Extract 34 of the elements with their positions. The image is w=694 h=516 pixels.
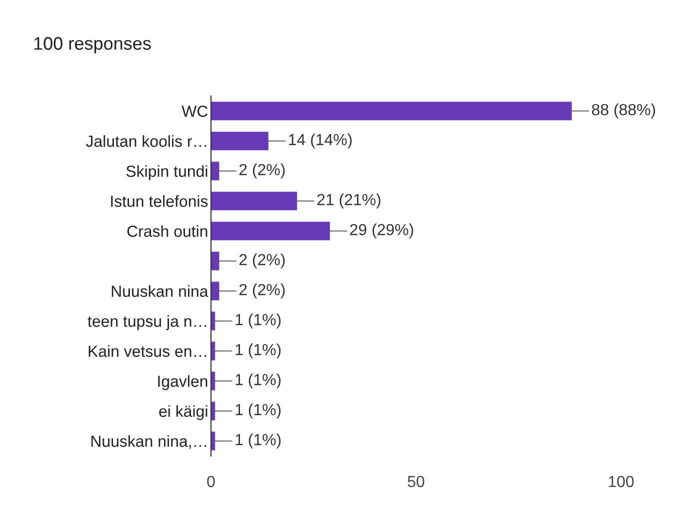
data-label: 2 (2%) xyxy=(239,164,285,178)
data-label: 1 (1%) xyxy=(236,314,281,328)
data-label: 1 (1%) xyxy=(236,404,281,418)
data-label: 88 (88%) xyxy=(592,104,656,118)
bar xyxy=(211,222,330,240)
y-tick-label: Nuuskan nina,… xyxy=(91,435,206,449)
data-label: 14 (14%) xyxy=(289,134,352,148)
y-tick-label: Kain vetsus en… xyxy=(88,345,206,357)
data-label: 1 (1%) xyxy=(236,344,281,358)
bar xyxy=(211,132,268,150)
bar xyxy=(211,282,220,300)
y-tick-label: WC xyxy=(182,106,208,117)
x-tick-label: 50 xyxy=(408,476,424,488)
chart-title: 100 responses xyxy=(34,37,151,54)
data-label: 29 (29%) xyxy=(350,224,414,238)
x-tick-label: 0 xyxy=(207,476,215,488)
data-label: 1 (1%) xyxy=(236,374,281,388)
y-tick-label: Nuuskan nina xyxy=(112,285,208,297)
y-tick-label: Jalutan koolis r… xyxy=(86,135,206,147)
y-tick-label: ei käigi xyxy=(159,405,208,420)
x-tick-label: 100 xyxy=(608,476,634,488)
y-tick-label: Istun telefonis xyxy=(111,195,208,207)
bar xyxy=(211,162,220,180)
data-label: 21 (21%) xyxy=(317,194,380,208)
y-tick-label: Crash outin xyxy=(127,225,208,237)
y-tick-label: Skipin tundi xyxy=(126,165,208,180)
bar xyxy=(211,192,298,210)
bar xyxy=(211,252,220,270)
data-label: 2 (2%) xyxy=(239,254,285,268)
data-label: 2 (2%) xyxy=(239,284,285,298)
bar xyxy=(211,102,572,120)
y-tick-label: Igavlen xyxy=(158,375,208,390)
data-label: 1 (1%) xyxy=(236,434,281,448)
y-tick-label: teen tupsu ja n… xyxy=(88,315,206,330)
